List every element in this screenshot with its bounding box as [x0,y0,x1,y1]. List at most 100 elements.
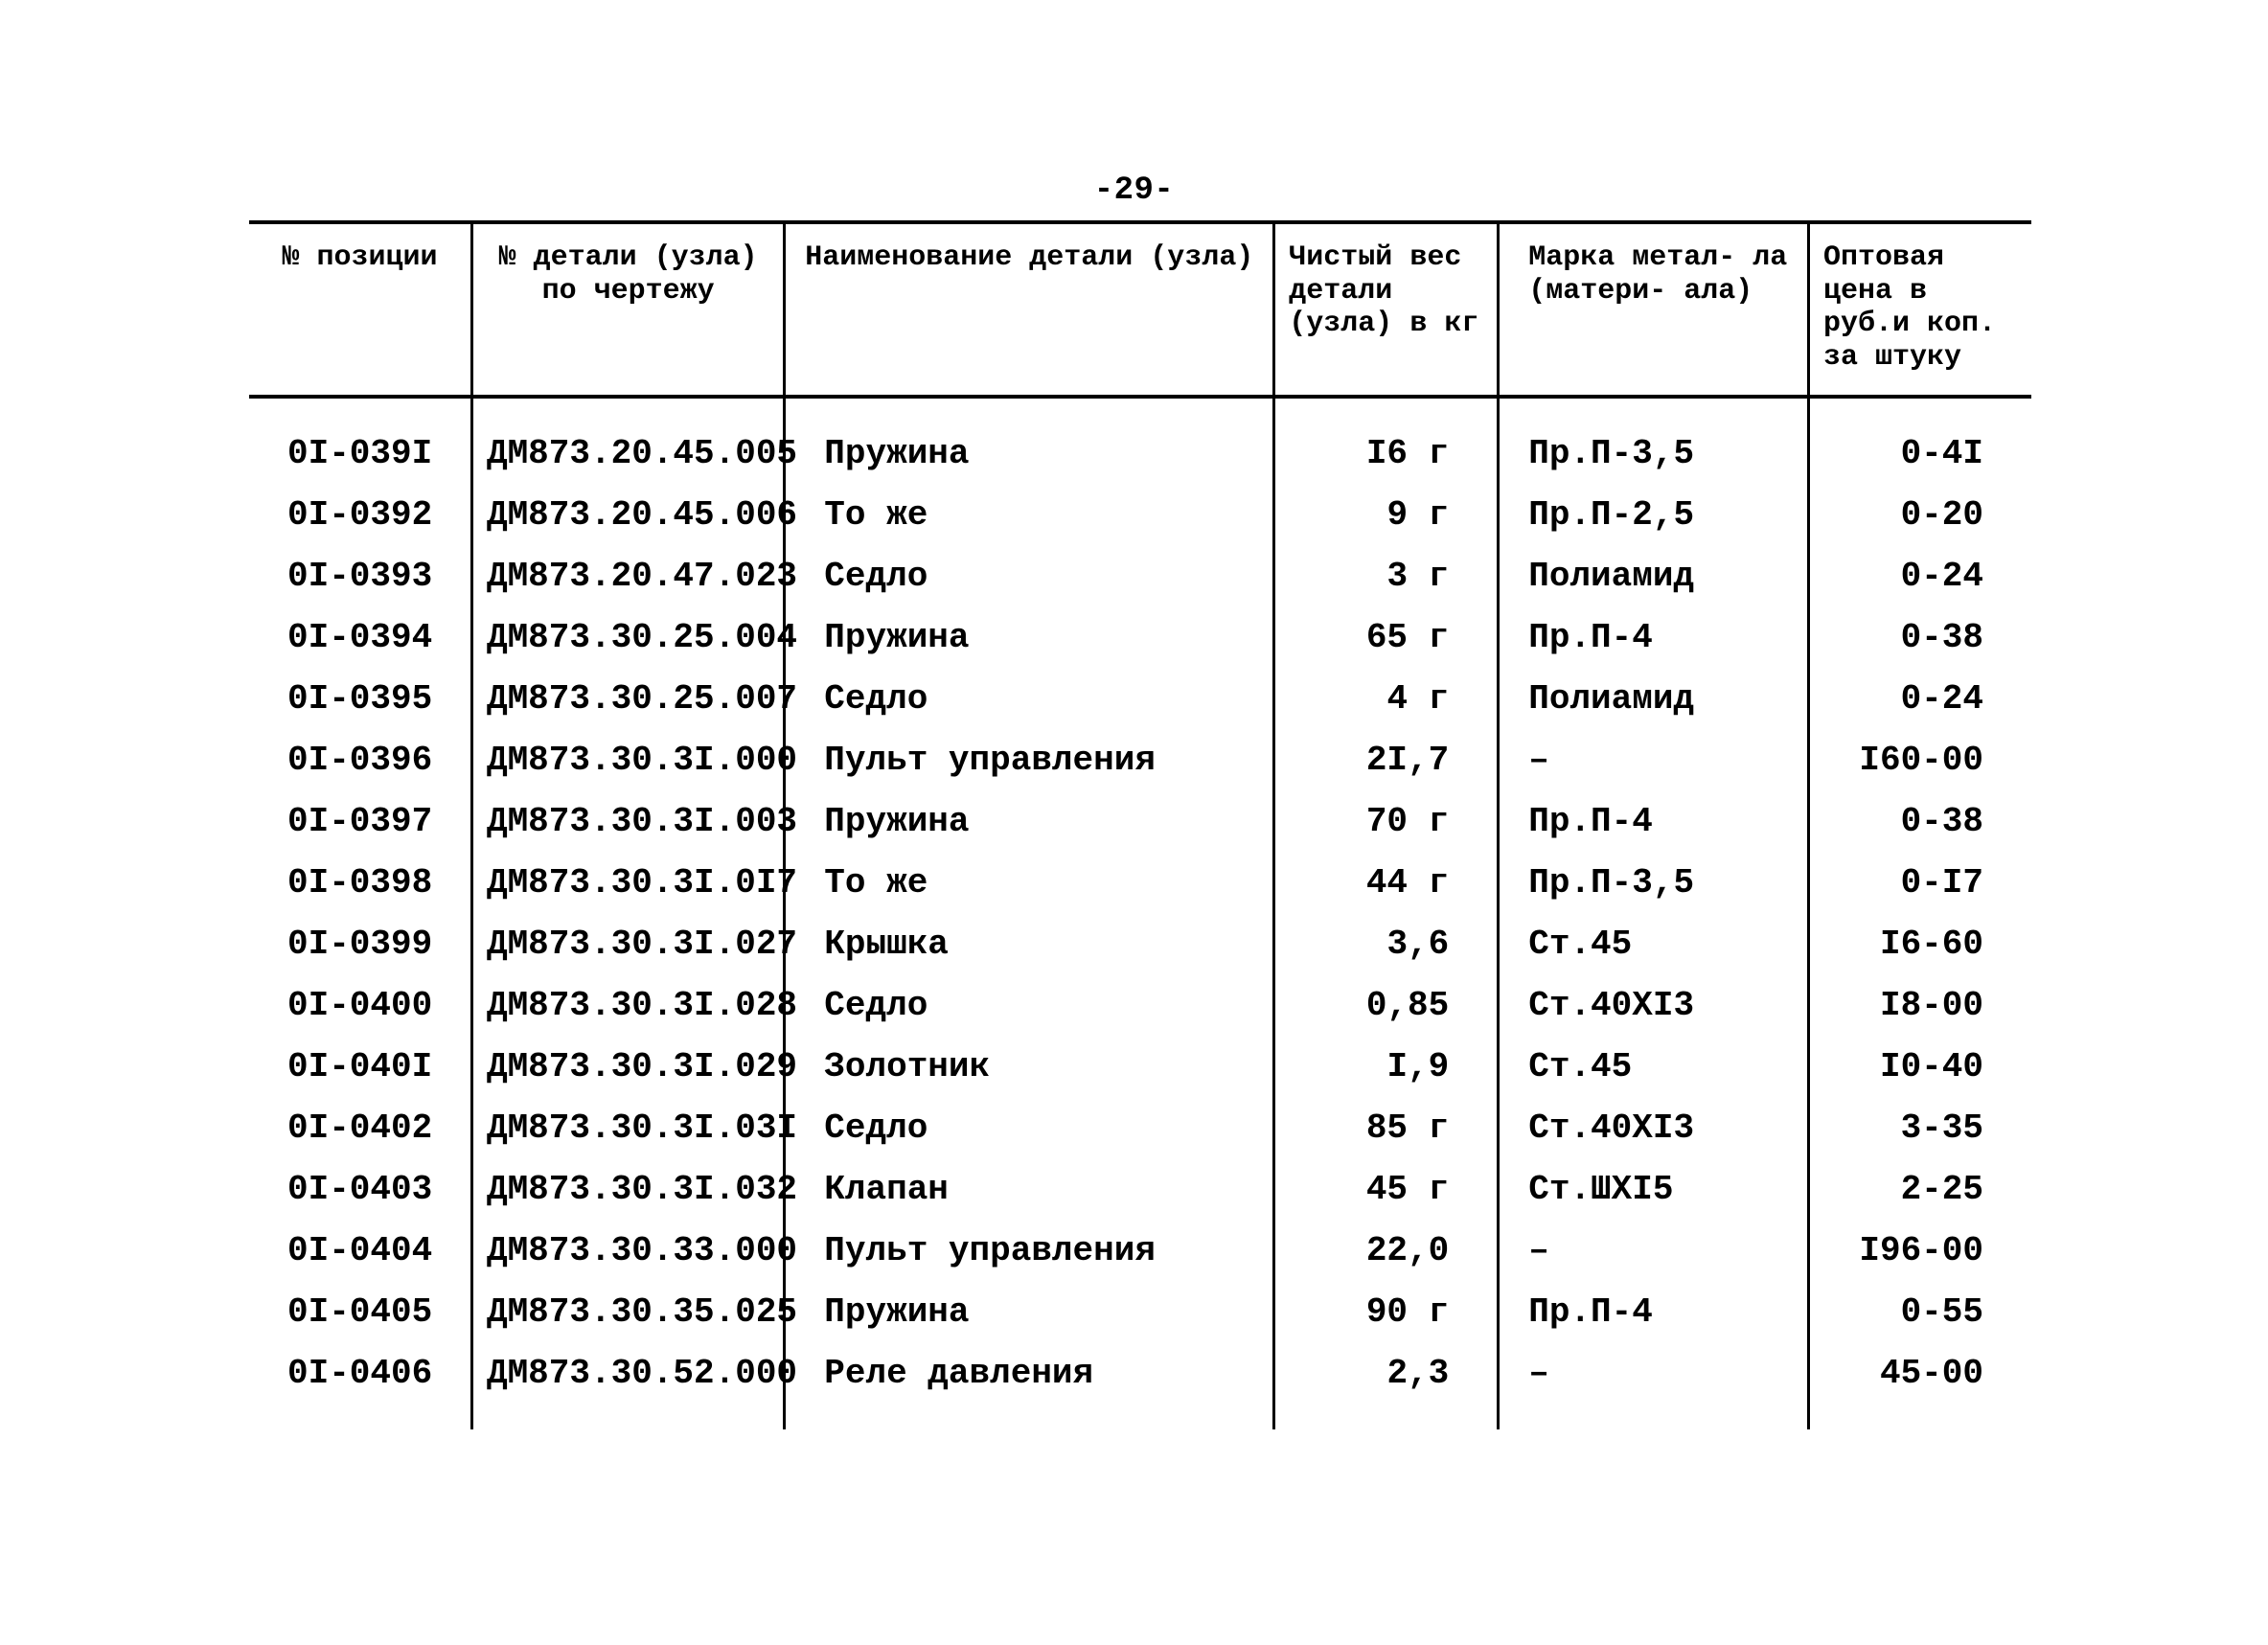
cell-position: 0I-0395 [249,669,471,730]
cell-weight: 3,6 [1274,914,1499,975]
col-header-name: Наименование детали (узла) [785,222,1274,397]
table-row: 0I-0403ДМ873.30.3I.032Клапан45 гСт.ШХI52… [249,1159,2031,1221]
cell-position: 0I-0406 [249,1343,471,1429]
cell-position: 0I-0392 [249,485,471,546]
table-row: 0I-0392ДМ873.20.45.006То же9 гПр.П-2,50-… [249,485,2031,546]
cell-position: 0I-0404 [249,1221,471,1282]
cell-material: Ст.45 [1499,914,1809,975]
cell-material: Пр.П-2,5 [1499,485,1809,546]
cell-position: 0I-0393 [249,546,471,607]
cell-material: Пр.П-4 [1499,791,1809,853]
cell-price: 0-24 [1808,669,2031,730]
cell-drawing: ДМ873.20.45.005 [471,397,784,485]
cell-name: Пульт управления [785,1221,1274,1282]
col-header-weight: Чистый вес детали (узла) в кг [1274,222,1499,397]
cell-price: 45-00 [1808,1343,2031,1429]
table-row: 0I-0395ДМ873.30.25.007Седло4 гПолиамид0-… [249,669,2031,730]
cell-price: I8-00 [1808,975,2031,1037]
cell-name: То же [785,853,1274,914]
cell-drawing: ДМ873.30.3I.003 [471,791,784,853]
cell-price: 0-I7 [1808,853,2031,914]
cell-name: Пружина [785,791,1274,853]
cell-material: Пр.П-4 [1499,607,1809,669]
cell-weight: 45 г [1274,1159,1499,1221]
cell-weight: 65 г [1274,607,1499,669]
cell-name: Седло [785,975,1274,1037]
cell-name: Пружина [785,607,1274,669]
cell-drawing: ДМ873.30.3I.029 [471,1037,784,1098]
cell-material: – [1499,730,1809,791]
cell-material: Ст.45 [1499,1037,1809,1098]
cell-price: 0-38 [1808,607,2031,669]
page-number: -29- [0,172,2268,209]
cell-weight: 22,0 [1274,1221,1499,1282]
cell-name: Седло [785,1098,1274,1159]
cell-position: 0I-0403 [249,1159,471,1221]
cell-material: – [1499,1343,1809,1429]
cell-weight: 2,3 [1274,1343,1499,1429]
cell-price: 0-20 [1808,485,2031,546]
cell-material: Ст.40ХI3 [1499,975,1809,1037]
cell-name: Крышка [785,914,1274,975]
cell-price: I0-40 [1808,1037,2031,1098]
cell-price: I6-60 [1808,914,2031,975]
cell-weight: 0,85 [1274,975,1499,1037]
cell-weight: 2I,7 [1274,730,1499,791]
cell-position: 0I-0396 [249,730,471,791]
cell-drawing: ДМ873.20.47.023 [471,546,784,607]
cell-position: 0I-0405 [249,1282,471,1343]
cell-position: 0I-0394 [249,607,471,669]
cell-drawing: ДМ873.30.52.000 [471,1343,784,1429]
cell-material: Полиамид [1499,546,1809,607]
cell-price: 0-4I [1808,397,2031,485]
table-row: 0I-040IДМ873.30.3I.029ЗолотникI,9Ст.45I0… [249,1037,2031,1098]
table-body: 0I-039IДМ873.20.45.005ПружинаI6 гПр.П-3,… [249,397,2031,1429]
cell-position: 0I-0397 [249,791,471,853]
parts-table: № позиции № детали (узла) по чертежу Наи… [249,220,2031,1429]
table-row: 0I-0402ДМ873.30.3I.03IСедло85 гСт.40ХI33… [249,1098,2031,1159]
cell-position: 0I-0402 [249,1098,471,1159]
table-row: 0I-0400ДМ873.30.3I.028Седло0,85Ст.40ХI3I… [249,975,2031,1037]
table-row: 0I-0399ДМ873.30.3I.027Крышка3,6Ст.45I6-6… [249,914,2031,975]
table-row: 0I-0404ДМ873.30.33.000Пульт управления22… [249,1221,2031,1282]
cell-drawing: ДМ873.30.3I.028 [471,975,784,1037]
cell-material: Пр.П-3,5 [1499,853,1809,914]
col-header-drawing: № детали (узла) по чертежу [471,222,784,397]
cell-price: 3-35 [1808,1098,2031,1159]
table-row: 0I-0405ДМ873.30.35.025Пружина90 гПр.П-40… [249,1282,2031,1343]
cell-drawing: ДМ873.30.25.007 [471,669,784,730]
cell-name: Пружина [785,397,1274,485]
cell-weight: I6 г [1274,397,1499,485]
cell-position: 0I-040I [249,1037,471,1098]
cell-drawing: ДМ873.30.3I.032 [471,1159,784,1221]
cell-material: – [1499,1221,1809,1282]
cell-price: 0-38 [1808,791,2031,853]
col-header-position: № позиции [249,222,471,397]
cell-drawing: ДМ873.30.35.025 [471,1282,784,1343]
cell-drawing: ДМ873.30.3I.03I [471,1098,784,1159]
cell-material: Ст.ШХI5 [1499,1159,1809,1221]
table-row: 0I-0396ДМ873.30.3I.000Пульт управления2I… [249,730,2031,791]
table-head: № позиции № детали (узла) по чертежу Наи… [249,222,2031,397]
cell-weight: 9 г [1274,485,1499,546]
table-row: 0I-0398ДМ873.30.3I.0I7То же44 гПр.П-3,50… [249,853,2031,914]
cell-name: Клапан [785,1159,1274,1221]
header-row: № позиции № детали (узла) по чертежу Наи… [249,222,2031,397]
col-header-price: Оптовая цена в руб.и коп. за штуку [1808,222,2031,397]
cell-weight: I,9 [1274,1037,1499,1098]
cell-material: Ст.40ХI3 [1499,1098,1809,1159]
cell-drawing: ДМ873.30.3I.000 [471,730,784,791]
cell-price: I60-00 [1808,730,2031,791]
cell-weight: 90 г [1274,1282,1499,1343]
cell-material: Полиамид [1499,669,1809,730]
cell-name: Пульт управления [785,730,1274,791]
cell-name: То же [785,485,1274,546]
table-row: 0I-0393ДМ873.20.47.023Седло3 гПолиамид0-… [249,546,2031,607]
cell-price: 0-24 [1808,546,2031,607]
table-row: 0I-0394ДМ873.30.25.004Пружина65 гПр.П-40… [249,607,2031,669]
cell-drawing: ДМ873.30.3I.0I7 [471,853,784,914]
page: -29- № позиции № детали (узла) по чертеж… [0,0,2268,1645]
parts-table-wrap: № позиции № детали (узла) по чертежу Наи… [249,220,2031,1429]
cell-name: Пружина [785,1282,1274,1343]
cell-drawing: ДМ873.30.33.000 [471,1221,784,1282]
